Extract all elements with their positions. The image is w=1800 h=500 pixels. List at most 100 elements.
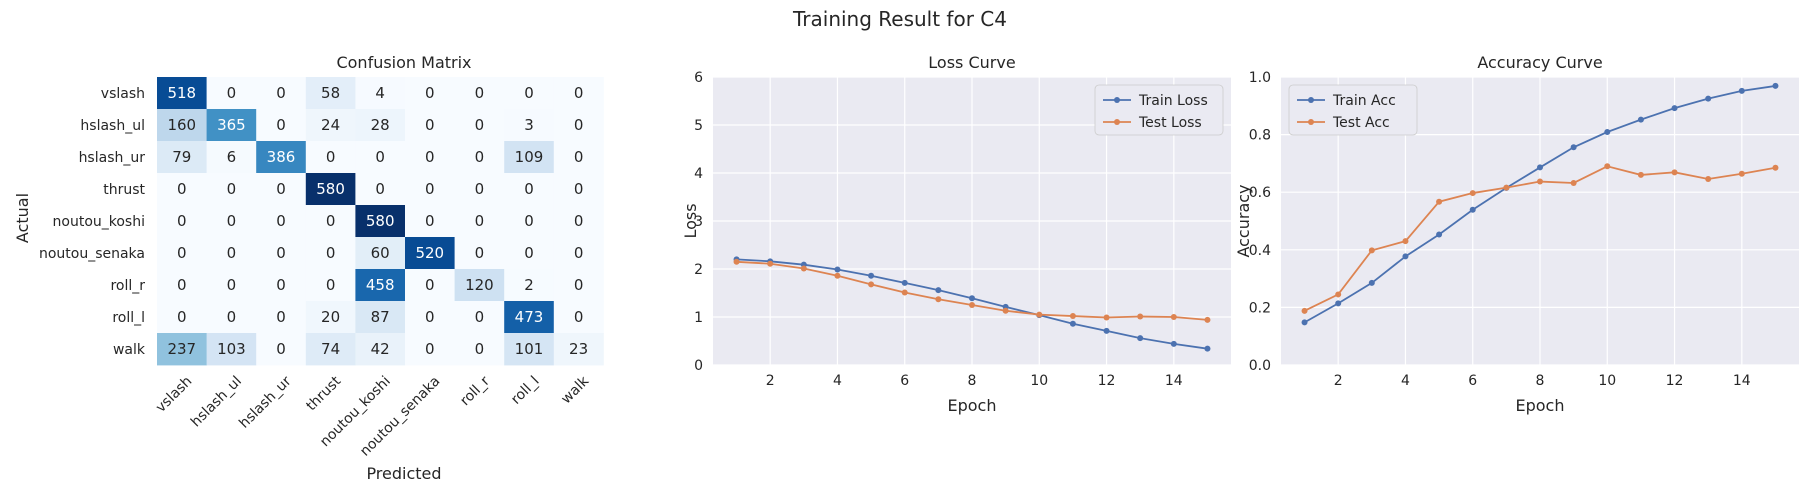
cm-cell [553, 77, 604, 110]
accuracy-point-train-acc [1604, 129, 1611, 136]
loss-xlabel: Epoch [948, 396, 997, 415]
cm-cell-value: 42 [371, 340, 390, 358]
cm-cell-value: 0 [425, 148, 435, 166]
cm-cell [553, 205, 604, 238]
accuracy-point-train-acc [1402, 253, 1409, 260]
cm-cell-value: 0 [425, 180, 435, 198]
confusion-matrix-xlabel: Predicted [366, 464, 441, 483]
cm-col-label-walk: walk [558, 373, 593, 408]
cm-cell-value: 0 [276, 84, 286, 102]
accuracy-curve-panel: Accuracy Curve 2 4 6 8 10 12 14 0.0 0.2 0.4 0.6 0.8… [1234, 53, 1799, 415]
cm-col-label-roll-r: roll_r [457, 373, 493, 409]
cm-cell [206, 141, 257, 174]
loss-point-test-loss [733, 258, 740, 265]
loss-xtick-label: 12 [1098, 373, 1116, 389]
cm-row-label-roll-l: roll_l [112, 310, 145, 326]
cm-cell-value: 0 [326, 276, 336, 294]
accuracy-point-test-acc [1301, 307, 1308, 314]
cm-cell-value: 0 [574, 244, 584, 262]
cm-cell-value: 520 [415, 244, 444, 262]
loss-point-test-loss [1204, 316, 1211, 323]
accuracy-ytick-label: 0.8 [1249, 128, 1271, 144]
accuracy-xtick-label: 8 [1536, 373, 1545, 389]
loss-xtick-label: 4 [833, 373, 842, 389]
accuracy-point-train-acc [1436, 231, 1443, 238]
cm-cell-value: 0 [276, 308, 286, 326]
cm-cell [355, 141, 406, 174]
cm-cell-value: 0 [177, 180, 187, 198]
cm-cell [305, 205, 356, 238]
loss-point-train-loss [1069, 320, 1076, 327]
cm-cell [256, 237, 307, 270]
loss-point-test-loss [1069, 313, 1076, 320]
accuracy-point-train-acc [1772, 82, 1779, 89]
accuracy-ytick-label: 0.6 [1249, 185, 1271, 201]
accuracy-point-test-acc [1738, 170, 1745, 177]
cm-cell-value: 386 [267, 148, 296, 166]
loss-point-test-loss [935, 296, 942, 303]
cm-cell [504, 269, 555, 302]
cm-cell [504, 109, 555, 142]
loss-point-train-loss [969, 295, 975, 302]
cm-cell [405, 77, 455, 110]
cm-cell [157, 301, 207, 334]
accuracy-tick-labels: 2 4 6 8 10 12 14 0.0 0.2 0.4 0.6 0.8 1.0 [1249, 70, 1751, 389]
accuracy-gridlines [1281, 76, 1799, 366]
cm-cell-value: 0 [227, 308, 237, 326]
cm-cell [405, 333, 455, 366]
cm-row-label-noutou-senaka: noutou_senaka [39, 246, 145, 262]
loss-legend-marker [1114, 97, 1120, 103]
loss-point-test-loss [868, 281, 875, 288]
cm-cell-value: 87 [371, 308, 390, 326]
cm-cell [405, 237, 455, 270]
loss-point-train-loss [1103, 327, 1110, 334]
accuracy-ylabel: Accuracy [1234, 184, 1253, 257]
cm-cell [454, 141, 505, 174]
cm-cell-value: 0 [177, 212, 187, 230]
cm-cell-value: 0 [475, 212, 485, 230]
cm-cell-value: 28 [371, 116, 390, 134]
accuracy-ytick-label: 0.0 [1249, 358, 1271, 374]
cm-row-label-vslash: vslash [101, 86, 145, 102]
loss-legend: Train Loss Test Loss [1094, 84, 1224, 136]
accuracy-point-test-acc [1671, 169, 1678, 176]
cm-cell-value: 0 [227, 84, 237, 102]
accuracy-point-train-acc [1301, 319, 1308, 326]
cm-cell [157, 333, 207, 366]
cm-cell-value: 0 [227, 244, 237, 262]
cm-cell-value: 0 [574, 212, 584, 230]
accuracy-ytick-label: 0.4 [1249, 243, 1271, 259]
cm-cell-value: 0 [574, 84, 584, 102]
cm-cell-value: 0 [375, 180, 385, 198]
cm-row-label-hslash-ur: hslash_ur [79, 150, 146, 166]
loss-ytick-label: 1 [694, 310, 703, 326]
cm-cell-value: 0 [475, 116, 485, 134]
cm-cell-value: 60 [371, 244, 390, 262]
cm-cell-value: 473 [515, 308, 544, 326]
loss-legend-label: Train Loss [1138, 93, 1208, 109]
cm-cell-value: 20 [321, 308, 340, 326]
cm-cell-value: 580 [316, 180, 345, 198]
loss-legend-label: Test Loss [1138, 115, 1202, 131]
cm-cell [454, 269, 505, 302]
cm-cell [553, 301, 604, 334]
cm-cell-value: 0 [574, 276, 584, 294]
cm-cell [504, 141, 555, 174]
accuracy-point-train-acc [1368, 279, 1375, 286]
cm-cell-value: 103 [217, 340, 246, 358]
cm-cell [206, 333, 257, 366]
loss-ytick-label: 2 [694, 262, 703, 278]
accuracy-point-test-acc [1772, 164, 1779, 171]
cm-cell [157, 205, 207, 238]
loss-point-test-loss [1036, 311, 1043, 318]
cm-cell-value: 79 [172, 148, 191, 166]
cm-cell-value: 0 [524, 244, 534, 262]
cm-cell [206, 205, 257, 238]
cm-row-label-roll-r: roll_r [110, 278, 145, 294]
accuracy-point-test-acc [1537, 178, 1543, 185]
cm-cell-value: 0 [326, 148, 336, 166]
cm-cell [157, 237, 207, 270]
cm-cell [157, 77, 207, 110]
cm-cell [355, 301, 406, 334]
cm-cell [305, 109, 356, 142]
